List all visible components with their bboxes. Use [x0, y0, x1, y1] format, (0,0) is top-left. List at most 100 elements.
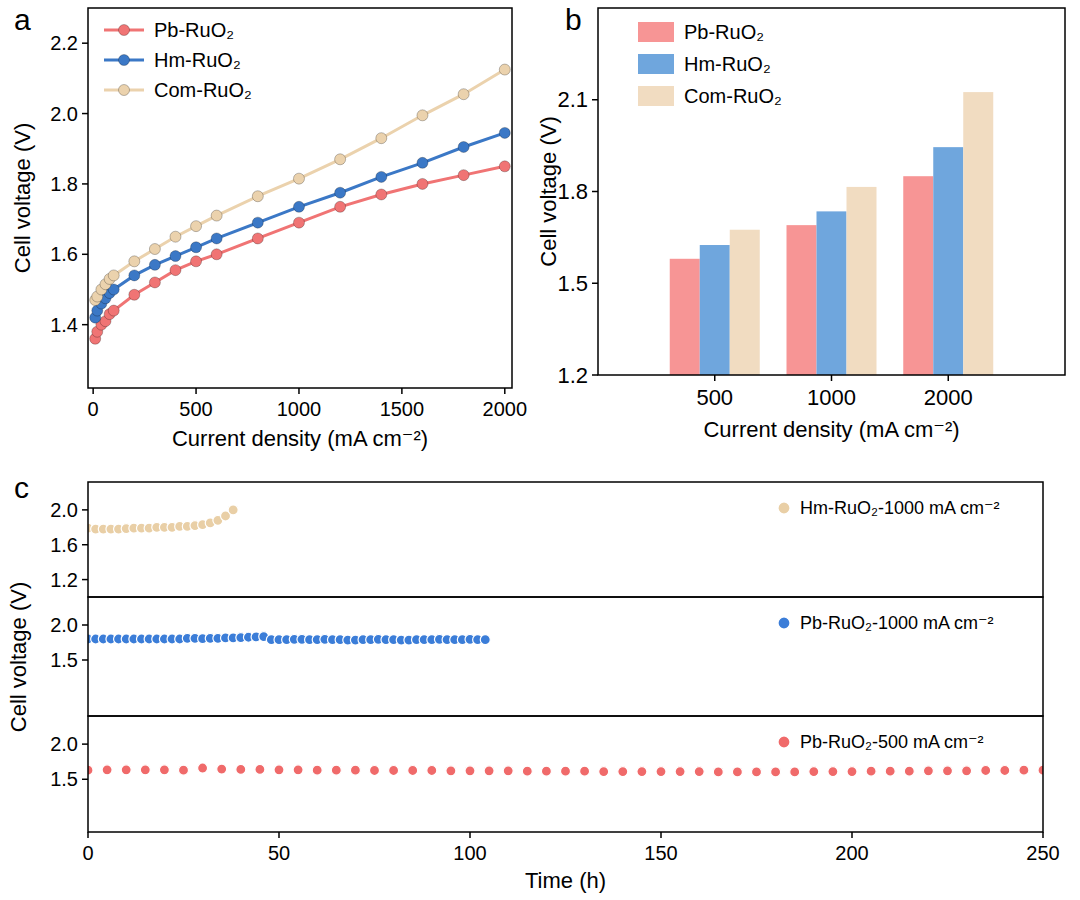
panel-label: b: [565, 3, 582, 36]
series-marker: [376, 171, 387, 182]
y-tick: [82, 779, 88, 781]
y-tick-label: 1.2: [557, 363, 588, 388]
y-tick: [82, 254, 88, 256]
x-tick: [831, 375, 833, 381]
series-marker: [694, 767, 704, 777]
frame: [88, 8, 512, 388]
y-tick: [82, 42, 88, 44]
legend-swatch: [638, 22, 674, 42]
x-axis-title: Time (h): [525, 868, 606, 893]
series-marker: [866, 766, 876, 776]
series-marker: [255, 764, 265, 774]
y-tick-label: 2.0: [50, 733, 78, 755]
series-marker: [522, 766, 532, 776]
series-marker: [458, 141, 469, 152]
legend-swatch: [638, 54, 674, 74]
series-marker: [121, 765, 131, 775]
series-marker: [376, 189, 387, 200]
series-marker: [637, 767, 647, 777]
x-tick-label: 250: [1026, 842, 1059, 864]
y-tick: [82, 743, 88, 745]
x-tick: [469, 832, 471, 838]
x-tick-label: 50: [268, 842, 290, 864]
y-tick-label: 1.5: [557, 271, 588, 296]
series-marker: [129, 270, 140, 281]
x-tick: [195, 388, 197, 394]
series-marker: [211, 233, 222, 244]
series-marker: [293, 217, 304, 228]
bar: [847, 187, 877, 375]
series-marker: [417, 157, 428, 168]
frame: [88, 482, 1043, 597]
series-marker: [293, 765, 303, 775]
series-marker: [809, 767, 819, 777]
x-axis-title: Current density (mA cm⁻²): [703, 417, 959, 442]
series-marker: [923, 766, 933, 776]
series-marker: [236, 764, 246, 774]
series-line: [95, 70, 505, 300]
series-marker: [108, 305, 119, 316]
y-tick-label: 2.0: [50, 614, 78, 636]
x-tick: [714, 375, 716, 381]
y-tick-label: 1.5: [50, 649, 78, 671]
series-marker: [499, 127, 510, 138]
y-axis-title: Cell voltage (V): [10, 123, 35, 273]
bar: [670, 259, 700, 375]
series-marker: [427, 765, 437, 775]
bar: [963, 92, 993, 375]
y-tick: [592, 283, 598, 285]
x-tick: [87, 832, 89, 838]
x-tick-label: 0: [88, 398, 99, 420]
series-marker: [129, 289, 140, 300]
series-marker: [962, 766, 972, 776]
legend-label: Hm-RuO₂-1000 mA cm⁻²: [800, 498, 1000, 518]
y-tick-label: 1.6: [50, 243, 78, 265]
legend-label: Pb-RuO₂: [684, 21, 764, 43]
x-tick-label: 500: [179, 398, 212, 420]
series-marker: [159, 765, 169, 775]
x-tick: [278, 832, 280, 838]
y-tick: [82, 113, 88, 115]
bar: [700, 245, 730, 375]
y-tick: [82, 324, 88, 326]
y-tick-label: 1.8: [50, 173, 78, 195]
y-tick: [82, 544, 88, 546]
series-marker: [228, 505, 238, 515]
series-marker: [904, 766, 914, 776]
x-tick-label: 200: [835, 842, 868, 864]
series-marker: [217, 764, 227, 774]
series-marker: [191, 221, 202, 232]
series-marker: [191, 256, 202, 267]
plot-area: [88, 763, 1043, 777]
series-line: [95, 133, 505, 318]
series-marker: [149, 259, 160, 270]
x-tick-label: 2000: [483, 398, 528, 420]
series-marker: [102, 765, 112, 775]
series-marker: [252, 217, 263, 228]
y-tick: [592, 374, 598, 376]
series-marker: [335, 187, 346, 198]
series-marker: [293, 173, 304, 184]
series-marker: [211, 210, 222, 221]
legend-marker: [119, 85, 130, 96]
y-axis-title: Cell voltage (V): [6, 582, 31, 732]
plot-area: [88, 632, 490, 646]
x-tick-label: 100: [453, 842, 486, 864]
series-marker: [580, 766, 590, 776]
x-tick-label: 150: [644, 842, 677, 864]
series-marker: [828, 767, 838, 777]
series-marker: [981, 765, 991, 775]
y-tick-label: 2.0: [50, 103, 78, 125]
legend-label: Com-RuO₂: [684, 85, 782, 107]
y-tick-label: 2.1: [557, 87, 588, 112]
y-tick-label: 1.4: [50, 314, 78, 336]
y-tick: [592, 99, 598, 101]
series-marker: [335, 154, 346, 165]
series-marker: [503, 766, 513, 776]
series-marker: [446, 766, 456, 776]
series-marker: [618, 767, 628, 777]
legend-label: Pb-RuO₂: [154, 19, 234, 41]
bar: [903, 176, 933, 375]
series-marker: [211, 249, 222, 260]
y-tick: [82, 624, 88, 626]
